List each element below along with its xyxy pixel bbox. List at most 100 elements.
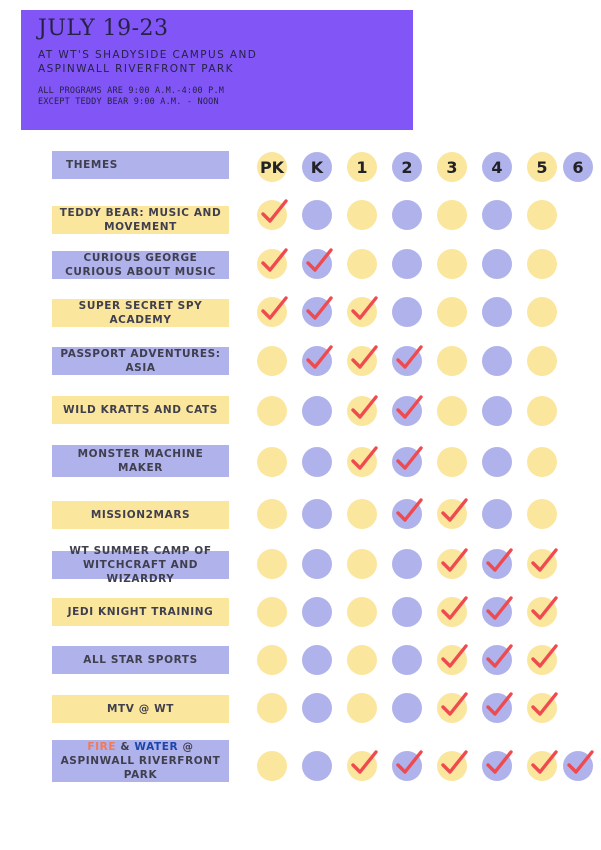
grade-cell [347,693,377,723]
checkmark-icon [351,345,378,369]
grade-header-label: 1 [356,157,368,177]
grade-cell [527,499,557,529]
grade-cell [257,645,287,675]
grade-cell [437,346,467,376]
grade-header-label: PK [259,157,285,177]
grade-cell [527,396,557,426]
grade-cell [392,645,422,675]
checkmark-icon [306,248,333,272]
checkmark-icon [351,446,378,470]
theme-label: ALL STAR SPORTS [52,646,229,674]
grade-cell [302,200,332,230]
grade-cell-checked [437,750,468,781]
grade-cell [302,751,332,781]
grade-cell [482,447,512,477]
grade-cell [482,200,512,230]
header-banner: JULY 19-23 AT WT'S SHADYSIDE CAMPUS AND … [21,10,413,130]
grade-cell [392,597,422,627]
grade-cell [302,549,332,579]
checkmark-icon [441,596,468,620]
theme-label: WT SUMMER CAMP OF WITCHCRAFT AND WIZARDR… [52,545,229,585]
grade-cell-checked [302,345,333,376]
grade-cell-checked [392,498,423,529]
grade-cell-checked [527,596,558,627]
hours-note-line-2: EXCEPT TEDDY BEAR 9:00 A.M. - NOON [38,97,219,107]
grade-cell [302,597,332,627]
themes-header-label: THEMES [52,151,229,179]
checkmark-icon [306,345,333,369]
grade-cell [527,346,557,376]
grade-cell-checked [302,248,333,279]
grade-cell-checked [347,750,378,781]
grade-cell [437,297,467,327]
grade-cell [302,499,332,529]
location-line-1: AT WT'S SHADYSIDE CAMPUS AND [38,49,258,61]
grade-cell-checked [257,296,288,327]
checkmark-icon [567,750,594,774]
location-suffix: @ ASPINWALL RIVERFRONT PARK [60,741,221,781]
grade-cell [347,200,377,230]
grade-cell-checked [437,644,468,675]
checkmark-icon [261,199,288,223]
checkmark-icon [531,692,558,716]
checkmark-icon [441,498,468,522]
checkmark-icon [441,548,468,572]
checkmark-icon [486,596,513,620]
checkmark-icon [486,548,513,572]
grade-cell-checked [482,750,513,781]
checkmark-icon [531,644,558,668]
grade-cell [347,549,377,579]
checkmark-icon [396,395,423,419]
grade-header-label: 5 [536,157,548,177]
grade-cell [392,249,422,279]
grade-cell [527,297,557,327]
checkmark-icon [351,750,378,774]
grade-header-k: K [302,152,332,182]
grade-cell [482,249,512,279]
grade-cell [257,396,287,426]
grade-cell [347,645,377,675]
grade-cell [527,249,557,279]
grade-cell-checked [392,750,423,781]
grade-cell [257,751,287,781]
checkmark-icon [351,296,378,320]
grade-cell [257,499,287,529]
grade-cell-checked [527,548,558,579]
grade-header-4: 4 [482,152,512,182]
grade-cell-checked [527,750,558,781]
grade-header-3: 3 [437,152,467,182]
location-text: AT WT'S SHADYSIDE CAMPUS AND ASPINWALL R… [38,48,396,76]
grade-cell [392,297,422,327]
grade-cell [257,549,287,579]
grade-cell [527,447,557,477]
grade-cell-checked [347,296,378,327]
grade-cell-checked [347,345,378,376]
grade-cell-checked [257,199,288,230]
grade-cell [482,297,512,327]
grade-header-label: K [310,157,324,177]
checkmark-icon [486,750,513,774]
theme-label: MONSTER MACHINE MAKER [52,445,229,477]
program-hours-note: ALL PROGRAMS ARE 9:00 A.M.-4:00 P.M EXCE… [38,86,396,108]
checkmark-icon [441,750,468,774]
location-line-2: ASPINWALL RIVERFRONT PARK [38,63,234,75]
theme-label: MTV @ WT [52,695,229,723]
grade-cell [302,645,332,675]
grade-header-5: 5 [527,152,557,182]
grade-header-1: 1 [347,152,377,182]
checkmark-icon [396,498,423,522]
theme-label: MISSION2MARS [52,501,229,529]
grade-cell [302,447,332,477]
grade-cell [302,396,332,426]
checkmark-icon [396,345,423,369]
theme-label: CURIOUS GEORGE CURIOUS ABOUT MUSIC [52,251,229,279]
grade-header-label: 3 [446,157,458,177]
checkmark-icon [441,692,468,716]
grade-cell [257,447,287,477]
theme-label: PASSPORT ADVENTURES: ASIA [52,347,229,375]
grade-cell [482,346,512,376]
grade-cell [437,249,467,279]
session-dates: JULY 19-23 [38,16,169,41]
grade-cell-checked [392,446,423,477]
grade-cell-checked [527,692,558,723]
